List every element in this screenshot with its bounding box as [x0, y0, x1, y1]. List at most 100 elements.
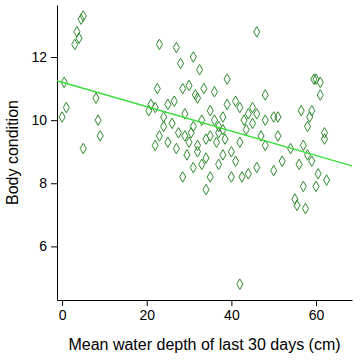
tick: 40	[224, 300, 240, 323]
point	[203, 134, 209, 145]
point	[324, 175, 330, 186]
point	[271, 112, 277, 123]
point	[207, 131, 213, 142]
tick-label: 8	[39, 175, 47, 191]
point	[233, 156, 239, 167]
point	[203, 153, 209, 164]
tick: 60	[309, 300, 325, 323]
point	[245, 169, 251, 180]
tick-label: 0	[59, 307, 67, 323]
point	[275, 131, 281, 142]
point	[296, 159, 302, 170]
point	[254, 27, 260, 38]
point	[63, 102, 69, 113]
point	[216, 159, 222, 170]
point	[321, 134, 327, 145]
point	[279, 156, 285, 167]
fit-line	[57, 81, 352, 166]
point	[305, 150, 311, 161]
point	[194, 140, 200, 151]
tick-label: 6	[39, 238, 47, 254]
point	[169, 118, 175, 129]
point	[95, 115, 101, 126]
point	[199, 159, 205, 170]
x-axis: 0 20 40 60	[58, 300, 353, 323]
point	[201, 83, 207, 94]
point	[243, 124, 249, 135]
y-axis: 6 8 10 12	[31, 6, 57, 301]
point	[78, 14, 84, 25]
tick-mark	[51, 183, 57, 184]
tick-label: 20	[139, 307, 155, 323]
point	[309, 105, 315, 116]
tick: 10	[31, 112, 57, 128]
tick-mark	[51, 246, 57, 247]
point	[239, 172, 245, 183]
point	[228, 172, 234, 183]
tick-mark	[231, 300, 232, 306]
point	[156, 131, 162, 142]
tick-mark	[62, 300, 63, 306]
tick-mark	[51, 57, 57, 58]
point	[222, 134, 228, 145]
point	[156, 39, 162, 50]
point	[292, 194, 298, 205]
point	[190, 121, 196, 132]
point	[313, 181, 319, 192]
point	[262, 90, 268, 101]
point	[76, 33, 82, 44]
point	[237, 279, 243, 290]
point	[321, 128, 327, 139]
point	[74, 27, 80, 38]
point	[190, 162, 196, 173]
tick-label: 10	[31, 112, 47, 128]
point	[220, 150, 226, 161]
point	[180, 83, 186, 94]
point	[300, 140, 306, 151]
tick: 8	[39, 175, 57, 191]
point	[171, 96, 177, 107]
chart: 0 20 40 60 6 8 10 12 Mean water depth of last 30…	[0, 0, 360, 360]
point	[249, 102, 255, 113]
point	[237, 137, 243, 148]
point	[237, 102, 243, 113]
point	[93, 93, 99, 104]
point	[190, 52, 196, 63]
point	[307, 112, 313, 123]
point	[194, 146, 200, 157]
point	[216, 128, 222, 139]
tick: 12	[31, 49, 57, 65]
point	[233, 96, 239, 107]
point	[165, 137, 171, 148]
point	[211, 87, 217, 98]
tick: 6	[39, 238, 57, 254]
point	[72, 39, 78, 50]
point	[309, 156, 315, 167]
point	[311, 74, 317, 85]
point	[186, 80, 192, 91]
x-axis-line	[58, 300, 353, 301]
tick-label: 40	[224, 307, 240, 323]
point	[199, 115, 205, 126]
point	[271, 165, 277, 176]
point	[302, 203, 308, 214]
tick-label: 60	[309, 307, 325, 323]
point	[203, 184, 209, 195]
point	[182, 131, 188, 142]
tick-mark	[51, 120, 57, 121]
point	[254, 109, 260, 120]
point	[317, 90, 323, 101]
point	[192, 90, 198, 101]
tick-mark	[316, 300, 317, 306]
point	[154, 83, 160, 94]
point	[300, 181, 306, 192]
point	[173, 143, 179, 154]
point	[207, 105, 213, 116]
point	[184, 150, 190, 161]
point	[275, 112, 281, 123]
point	[207, 172, 213, 183]
point	[80, 11, 86, 22]
x-axis-title: Mean water depth of last 30 days (cm)	[68, 336, 340, 353]
tick-mark	[147, 300, 148, 306]
point	[224, 74, 230, 85]
